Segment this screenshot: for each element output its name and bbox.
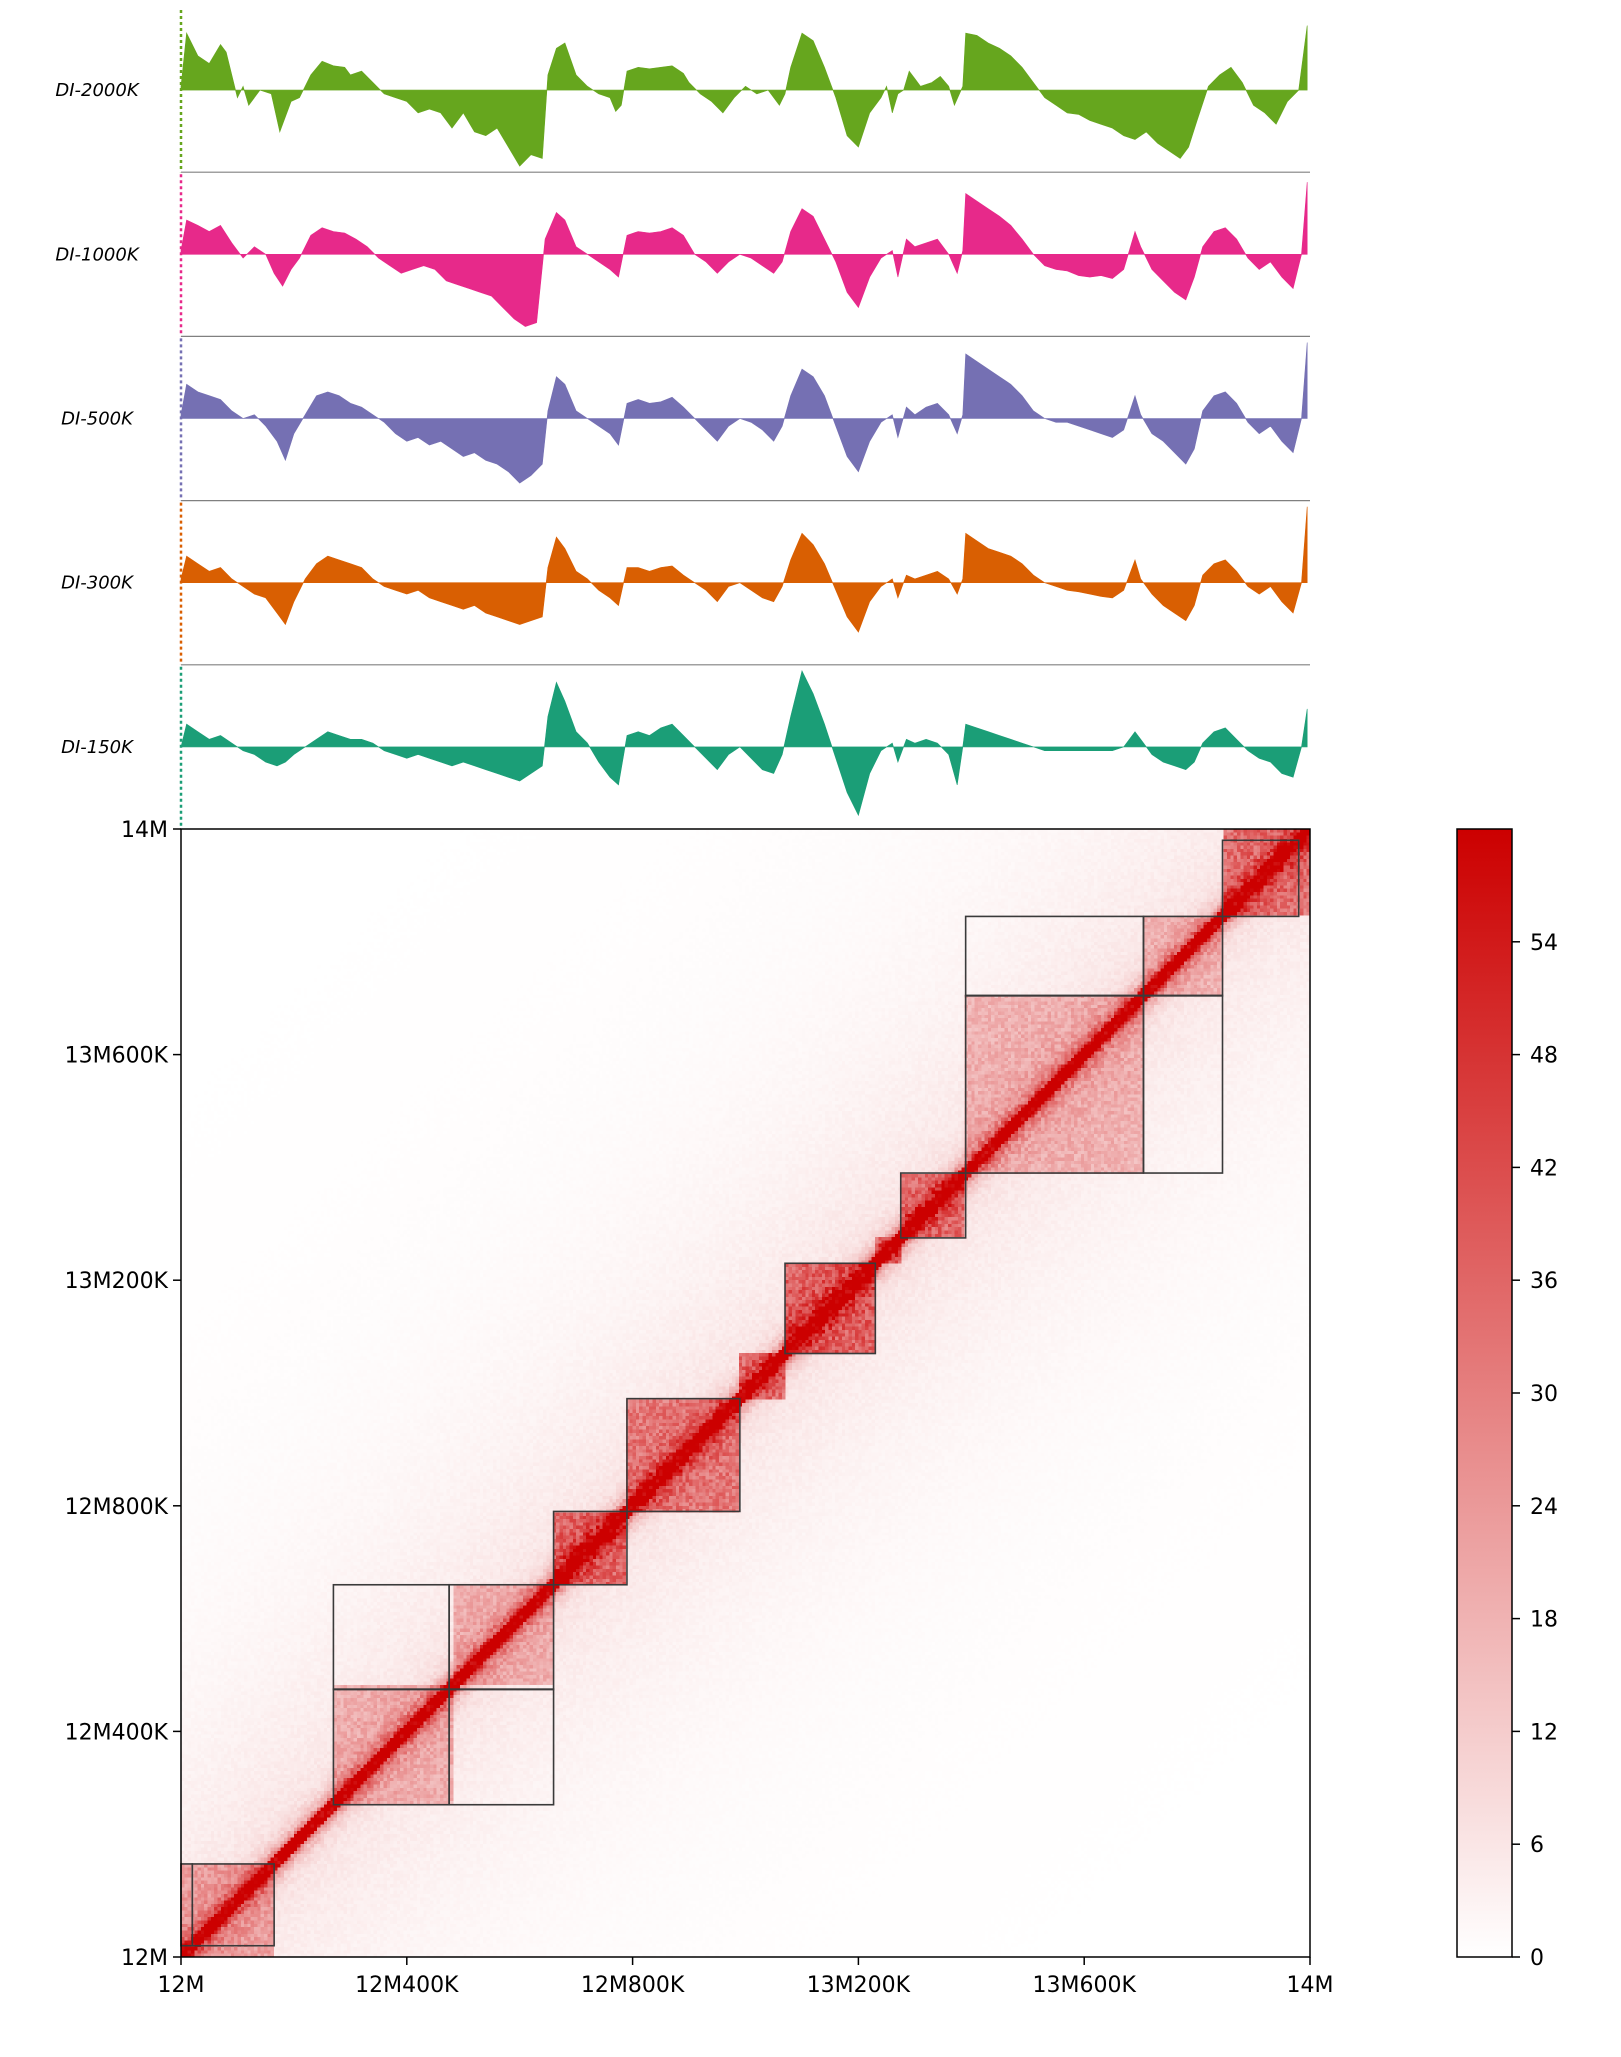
colorbar-gradient bbox=[1456, 828, 1513, 1958]
y-tick-label: 13M600K bbox=[65, 1044, 169, 1069]
di-track-di-1000k: DI-1000K bbox=[55, 174, 1310, 337]
di-track-label: DI-1000K bbox=[55, 244, 139, 265]
y-tick-label: 14M bbox=[121, 818, 168, 843]
di-track-label: DI-500K bbox=[61, 409, 134, 430]
di-track-label: DI-150K bbox=[61, 737, 134, 758]
y-tick-label: 12M bbox=[121, 1946, 168, 1971]
di-track-label: DI-2000K bbox=[55, 80, 139, 101]
tad-box bbox=[1221, 839, 1300, 918]
tad-box bbox=[332, 1688, 555, 1691]
colorbar-tick-label: 24 bbox=[1530, 1495, 1558, 1520]
colorbar-tick-label: 48 bbox=[1530, 1044, 1558, 1069]
di-area-di-150k bbox=[180, 670, 1308, 817]
y-tick-label: 12M400K bbox=[65, 1720, 169, 1745]
colorbar-tick-label: 54 bbox=[1530, 931, 1558, 956]
contact-matrix bbox=[181, 829, 1310, 1957]
colorbar-tick-label: 42 bbox=[1530, 1156, 1558, 1181]
di-track-di-300k: DI-300K bbox=[61, 502, 1310, 666]
x-tick-label: 13M600K bbox=[1032, 1973, 1136, 1998]
colorbar-tick-label: 30 bbox=[1530, 1382, 1558, 1407]
x-tick-label: 13M200K bbox=[807, 1973, 911, 1998]
x-tick-label: 12M bbox=[158, 1973, 205, 1998]
colorbar-tick-label: 12 bbox=[1530, 1720, 1558, 1745]
tad-box bbox=[784, 1262, 877, 1355]
di-tracks-panel: DI-2000K DI-1000K DI-500K DI-300K DI-150K bbox=[55, 10, 1310, 829]
colorbar-tick-label: 6 bbox=[1530, 1833, 1544, 1858]
di-track-di-150k: DI-150K bbox=[61, 666, 1308, 829]
di-area-di-1000k bbox=[180, 182, 1308, 327]
x-tick-label: 12M800K bbox=[581, 1973, 685, 1998]
tad-box bbox=[1142, 915, 1224, 1174]
y-tick-label: 13M200K bbox=[65, 1269, 169, 1294]
colorbar-tick-label: 18 bbox=[1530, 1608, 1558, 1633]
y-tick-label: 12M800K bbox=[65, 1495, 169, 1520]
colorbar: 0 6 12 18 24 30 36 42 48 54 bbox=[1456, 828, 1558, 1971]
x-tick-label: 14M bbox=[1287, 1973, 1334, 1998]
colorbar-tick-label: 36 bbox=[1530, 1269, 1558, 1294]
di-area-di-500k bbox=[180, 342, 1308, 484]
di-area-di-2000k bbox=[180, 25, 1308, 167]
di-track-di-500k: DI-500K bbox=[61, 338, 1310, 502]
di-track-label: DI-300K bbox=[61, 573, 134, 594]
heatmap-frame bbox=[180, 828, 1311, 1958]
tad-box bbox=[552, 1510, 628, 1586]
hic-heatmap-panel: 12M 12M400K 12M800K 13M200K 13M600K 14M 12M 12M… bbox=[65, 818, 1334, 1998]
tad-box bbox=[899, 1172, 967, 1239]
tad-box bbox=[448, 1583, 555, 1806]
tad-box bbox=[964, 994, 1224, 997]
tad-box bbox=[626, 1397, 741, 1513]
x-tick-label: 12M400K bbox=[355, 1973, 459, 1998]
di-track-di-2000k: DI-2000K bbox=[55, 10, 1310, 173]
di-area-di-300k bbox=[180, 506, 1308, 633]
colorbar-tick-label: 0 bbox=[1530, 1946, 1544, 1971]
